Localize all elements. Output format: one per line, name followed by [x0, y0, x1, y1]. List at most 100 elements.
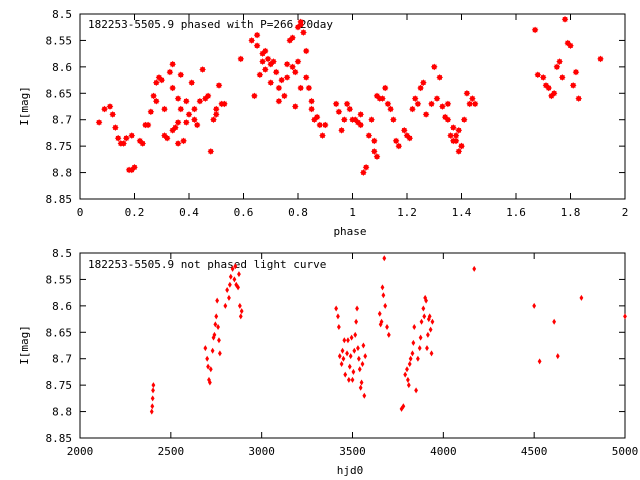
data-point	[342, 337, 347, 344]
data-point	[362, 392, 367, 399]
data-point	[177, 71, 185, 79]
data-point	[161, 105, 168, 113]
data-point	[469, 95, 476, 102]
x-tick-label: 0.4	[179, 206, 199, 219]
y-tick-label: 8.55	[46, 34, 73, 47]
data-point	[555, 353, 560, 360]
data-point	[169, 84, 176, 92]
data-point	[144, 121, 152, 129]
data-point	[379, 318, 384, 325]
data-point	[567, 42, 574, 49]
data-point	[210, 116, 217, 123]
data-point	[381, 292, 386, 299]
data-point	[447, 132, 454, 139]
x-tick-label: 5000	[612, 445, 639, 458]
data-point	[300, 29, 307, 36]
data-point	[207, 379, 212, 386]
data-point	[420, 79, 427, 86]
data-point	[289, 34, 296, 42]
data-point	[225, 287, 230, 293]
data-point	[427, 313, 432, 320]
data-point	[380, 284, 385, 291]
x-tick-label: 2	[622, 206, 629, 219]
data-point	[308, 105, 315, 113]
data-point	[215, 297, 220, 304]
data-point	[354, 318, 359, 325]
y-tick-label: 8.65	[46, 87, 73, 100]
data-point	[289, 63, 296, 71]
data-point	[360, 169, 367, 176]
data-point	[424, 297, 428, 304]
data-point	[357, 111, 364, 118]
data-point	[227, 281, 232, 288]
data-point	[377, 310, 382, 317]
data-point	[177, 105, 185, 113]
data-point	[272, 68, 280, 76]
data-point	[248, 37, 255, 44]
data-point	[230, 265, 235, 272]
data-point	[545, 84, 552, 92]
data-point	[212, 105, 220, 113]
x-tick-label: 2000	[67, 445, 94, 458]
data-point	[406, 382, 411, 389]
y-tick-label: 8.7	[52, 353, 72, 366]
data-point	[205, 355, 210, 362]
data-point	[275, 84, 283, 92]
data-point	[191, 116, 198, 123]
data-point	[371, 137, 378, 145]
data-point	[183, 119, 190, 126]
data-point	[371, 148, 378, 155]
data-point	[386, 331, 391, 338]
data-point	[233, 263, 238, 270]
x-tick-label: 1.2	[397, 206, 417, 219]
data-point	[180, 137, 187, 145]
data-point	[356, 355, 361, 362]
data-point	[207, 148, 215, 155]
data-point	[335, 108, 343, 116]
unphased-points	[149, 255, 627, 415]
data-point	[149, 408, 154, 415]
data-point	[569, 82, 577, 89]
data-point	[123, 134, 130, 142]
data-point	[302, 47, 310, 55]
data-point	[597, 55, 604, 63]
data-point	[439, 103, 446, 110]
data-point	[343, 371, 348, 378]
x-tick-label: 1.8	[561, 206, 581, 219]
unphased-plot-title: 182253-5505.9 not phased light curve	[88, 258, 326, 271]
data-point	[360, 361, 365, 367]
unphased-plot-frame	[79, 252, 626, 439]
data-point	[337, 353, 342, 360]
data-point	[395, 142, 403, 150]
data-point	[401, 127, 408, 134]
data-point	[383, 302, 388, 309]
unphased-ticks: 2000 2500 3000 3500 4000 4500 5000 8.5 8.55 8.6 8.…	[46, 247, 639, 458]
data-point	[429, 350, 434, 357]
x-tick-label: 0.6	[234, 206, 254, 219]
data-point	[455, 148, 463, 155]
data-point	[406, 376, 410, 383]
data-point	[213, 321, 218, 328]
data-point	[348, 353, 353, 360]
data-point	[212, 331, 217, 338]
y-tick-label: 8.6	[52, 300, 72, 313]
data-point	[206, 363, 210, 370]
y-tick-label: 8.85	[46, 193, 73, 206]
x-tick-label: 3500	[339, 445, 366, 458]
data-point	[308, 97, 315, 105]
data-point	[452, 137, 460, 145]
x-tick-label: 2500	[158, 445, 185, 458]
data-point	[199, 66, 206, 73]
data-point	[409, 105, 416, 113]
data-point	[332, 100, 340, 108]
phased-plot-title: 182253-5505.9 phased with P=266.20day	[88, 18, 333, 31]
data-point	[262, 66, 269, 73]
data-point	[466, 100, 473, 108]
data-point	[417, 345, 422, 352]
y-tick-label: 8.5	[52, 247, 72, 260]
data-point	[238, 313, 243, 320]
data-point	[158, 76, 166, 84]
data-point	[267, 79, 275, 86]
data-point	[471, 100, 479, 108]
data-point	[339, 361, 344, 367]
